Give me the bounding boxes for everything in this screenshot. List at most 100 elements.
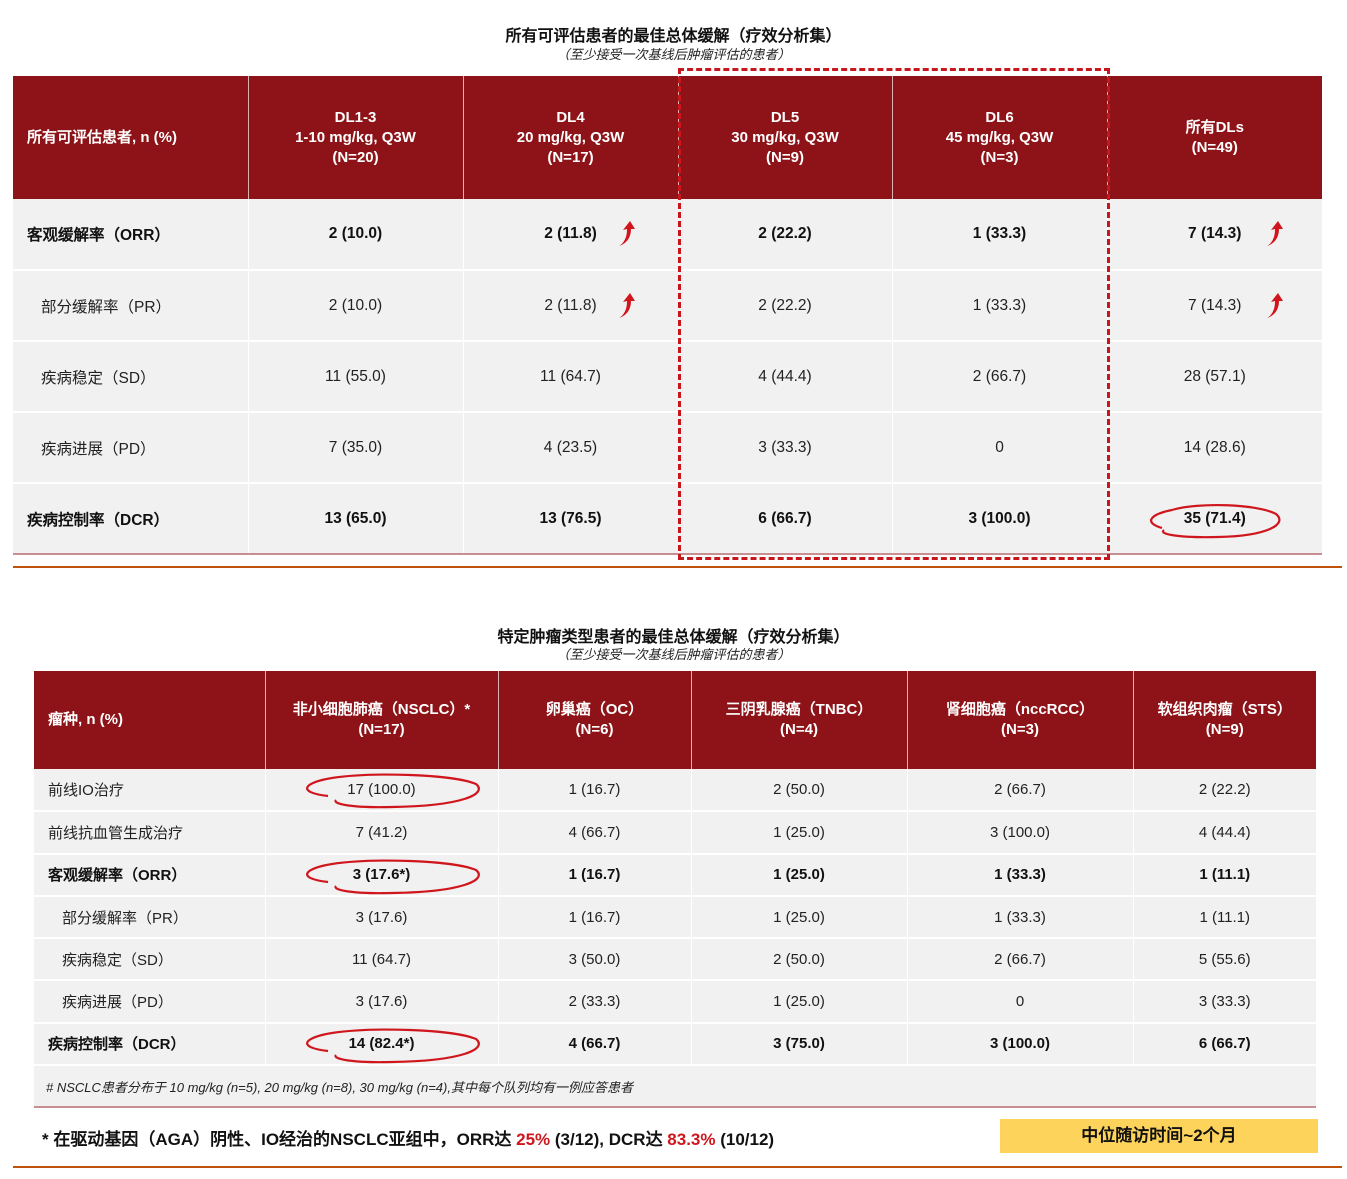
- cell-with-arrow: 2 (11.8): [463, 270, 679, 342]
- header-tnbc: 三阴乳腺癌（TNBC） (N=4): [691, 671, 908, 769]
- row-label: 疾病稳定（SD）: [34, 938, 266, 982]
- cell: 2 (10.0): [248, 270, 464, 342]
- cell: 1 (33.3): [892, 199, 1108, 271]
- cell-with-arrow: 2 (11.8): [463, 199, 679, 271]
- up-arrow-icon: [618, 292, 635, 318]
- table-row-prior-io: 前线IO治疗 17 (100.0) 1 (16.7) 2 (50.0) 2 (6…: [34, 769, 1316, 813]
- cell: 2 (22.2): [678, 270, 893, 342]
- row-label: 疾病进展（PD）: [34, 980, 266, 1024]
- header-dl1-3: DL1-3 1-10 mg/kg, Q3W (N=20): [248, 76, 464, 199]
- cell: 2 (66.7): [907, 769, 1134, 813]
- table-row-pr: 部分缓解率（PR） 3 (17.6) 1 (16.7) 1 (25.0) 1 (…: [34, 895, 1316, 940]
- table-row-prior-antiangiogenic: 前线抗血管生成治疗 7 (41.2) 4 (66.7) 1 (25.0) 3 (…: [34, 811, 1316, 855]
- cell: 4 (23.5): [463, 412, 679, 484]
- cell: 2 (22.2): [678, 199, 893, 271]
- cell: 2 (10.0): [248, 199, 464, 271]
- header-dl5: DL5 30 mg/kg, Q3W (N=9): [678, 76, 893, 199]
- cell: 1 (33.3): [892, 270, 1108, 342]
- footnote: # NSCLC患者分布于 10 mg/kg (n=5), 20 mg/kg (n…: [34, 1065, 1316, 1109]
- header-all-dls: 所有DLs (N=49): [1107, 76, 1322, 199]
- cell: 3 (50.0): [498, 938, 692, 982]
- table-row-dcr: 疾病控制率（DCR） 14 (82.4*) 4 (66.7) 3 (75.0) …: [34, 1022, 1316, 1067]
- cell: 1 (11.1): [1133, 895, 1316, 940]
- header-nsclc: 非小细胞肺癌（NSCLC）* (N=17): [265, 671, 499, 769]
- cell: 28 (57.1): [1107, 341, 1322, 413]
- header-row-label: 所有可评估患者, n (%): [13, 76, 249, 199]
- cell: 1 (16.7): [498, 853, 692, 897]
- table-row-pd: 疾病进展（PD） 7 (35.0) 4 (23.5) 3 (33.3) 0 14…: [13, 412, 1322, 484]
- cell: 1 (16.7): [498, 769, 692, 813]
- cell: 1 (11.1): [1133, 853, 1316, 897]
- up-arrow-icon: [618, 221, 635, 246]
- header-sts: 软组织肉瘤（STS） (N=9): [1133, 671, 1316, 769]
- cell-with-arrow: 7 (14.3): [1107, 199, 1322, 271]
- header-row-label: 瘤种, n (%): [34, 671, 266, 769]
- cell: 0: [907, 980, 1134, 1024]
- cell: 6 (66.7): [678, 483, 893, 555]
- tumor-type-response-table: 瘤种, n (%) 非小细胞肺癌（NSCLC）* (N=17) 卵巢癌（OC） (N…: [34, 671, 1316, 1109]
- cell: 0: [892, 412, 1108, 484]
- cell: 1 (16.7): [498, 895, 692, 940]
- cell-circled: 17 (100.0): [265, 769, 499, 813]
- cell: 4 (44.4): [1133, 811, 1316, 855]
- cell: 13 (76.5): [463, 483, 679, 555]
- cell: 6 (66.7): [1133, 1022, 1316, 1067]
- cell: 4 (66.7): [498, 811, 692, 855]
- table-row-pr: 部分缓解率（PR） 2 (10.0) 2 (11.8) 2 (22.2) 1 (…: [13, 270, 1322, 342]
- cell: 3 (17.6): [265, 895, 499, 940]
- table-row-sd: 疾病稳定（SD） 11 (64.7) 3 (50.0) 2 (50.0) 2 (…: [34, 938, 1316, 982]
- table-header-row: 瘤种, n (%) 非小细胞肺癌（NSCLC）* (N=17) 卵巢癌（OC） (N…: [34, 671, 1316, 769]
- dcr-highlight: 83.3%: [667, 1130, 716, 1149]
- up-arrow-icon: [1266, 221, 1283, 246]
- cell-circled: 14 (82.4*): [265, 1022, 499, 1067]
- all-patients-response-table: 所有可评估患者, n (%) DL1-3 1-10 mg/kg, Q3W (N=20…: [13, 76, 1322, 555]
- section1-subtitle: （至少接受一次基线后肿瘤评估的患者）: [556, 47, 791, 62]
- cell: 4 (66.7): [498, 1022, 692, 1067]
- cell: 1 (25.0): [691, 811, 908, 855]
- cell: 3 (33.3): [1133, 980, 1316, 1024]
- table-row-sd: 疾病稳定（SD） 11 (55.0) 11 (64.7) 4 (44.4) 2 …: [13, 341, 1322, 413]
- cell-with-arrow: 7 (14.3): [1107, 270, 1322, 342]
- cell-circled: 3 (17.6*): [265, 853, 499, 897]
- header-oc: 卵巢癌（OC） (N=6): [498, 671, 692, 769]
- cell: 5 (55.6): [1133, 938, 1316, 982]
- cell: 2 (66.7): [907, 938, 1134, 982]
- cell: 3 (100.0): [892, 483, 1108, 555]
- cell: 14 (28.6): [1107, 412, 1322, 484]
- table-header-row: 所有可评估患者, n (%) DL1-3 1-10 mg/kg, Q3W (N=20…: [13, 76, 1322, 199]
- cell: 1 (33.3): [907, 895, 1134, 940]
- cell-circled: 35 (71.4): [1107, 483, 1322, 555]
- cell: 11 (64.7): [463, 341, 679, 413]
- row-label: 客观缓解率（ORR）: [34, 853, 266, 897]
- cell: 1 (25.0): [691, 895, 908, 940]
- cell: 11 (55.0): [248, 341, 464, 413]
- cell: 4 (44.4): [678, 341, 893, 413]
- row-label: 疾病控制率（DCR）: [34, 1022, 266, 1067]
- cell: 2 (66.7): [892, 341, 1108, 413]
- orr-highlight: 25%: [516, 1130, 551, 1149]
- bottom-note: * 在驱动基因（AGA）阴性、IO经治的NSCLC亚组中，ORR达 25% (3…: [42, 1130, 775, 1149]
- median-followup-badge: 中位随访时间~2个月: [1000, 1119, 1318, 1153]
- cell: 13 (65.0): [248, 483, 464, 555]
- up-arrow-icon: [1266, 292, 1283, 318]
- header-dl6: DL6 45 mg/kg, Q3W (N=3): [892, 76, 1108, 199]
- row-label: 疾病控制率（DCR）: [13, 483, 249, 555]
- cell: 3 (17.6): [265, 980, 499, 1024]
- section2-subtitle: （至少接受一次基线后肿瘤评估的患者）: [556, 647, 791, 662]
- table-row-dcr: 疾病控制率（DCR） 13 (65.0) 13 (76.5) 6 (66.7) …: [13, 483, 1322, 555]
- section1-title: 所有可评估患者的最佳总体缓解（疗效分析集）: [505, 28, 842, 45]
- row-label: 前线抗血管生成治疗: [34, 811, 266, 855]
- row-label: 部分缓解率（PR）: [13, 270, 249, 342]
- table-footnote-row: # NSCLC患者分布于 10 mg/kg (n=5), 20 mg/kg (n…: [34, 1065, 1316, 1109]
- row-label: 部分缓解率（PR）: [34, 895, 266, 940]
- table-row-orr: 客观缓解率（ORR） 2 (10.0) 2 (11.8) 2 (22.2) 1 …: [13, 199, 1322, 271]
- cell: 3 (33.3): [678, 412, 893, 484]
- cell: 2 (22.2): [1133, 769, 1316, 813]
- cell: 11 (64.7): [265, 938, 499, 982]
- cell: 3 (100.0): [907, 811, 1134, 855]
- row-label: 疾病进展（PD）: [13, 412, 249, 484]
- bottom-divider: [13, 1166, 1342, 1168]
- cell: 3 (75.0): [691, 1022, 908, 1067]
- cell: 2 (50.0): [691, 769, 908, 813]
- cell: 1 (25.0): [691, 980, 908, 1024]
